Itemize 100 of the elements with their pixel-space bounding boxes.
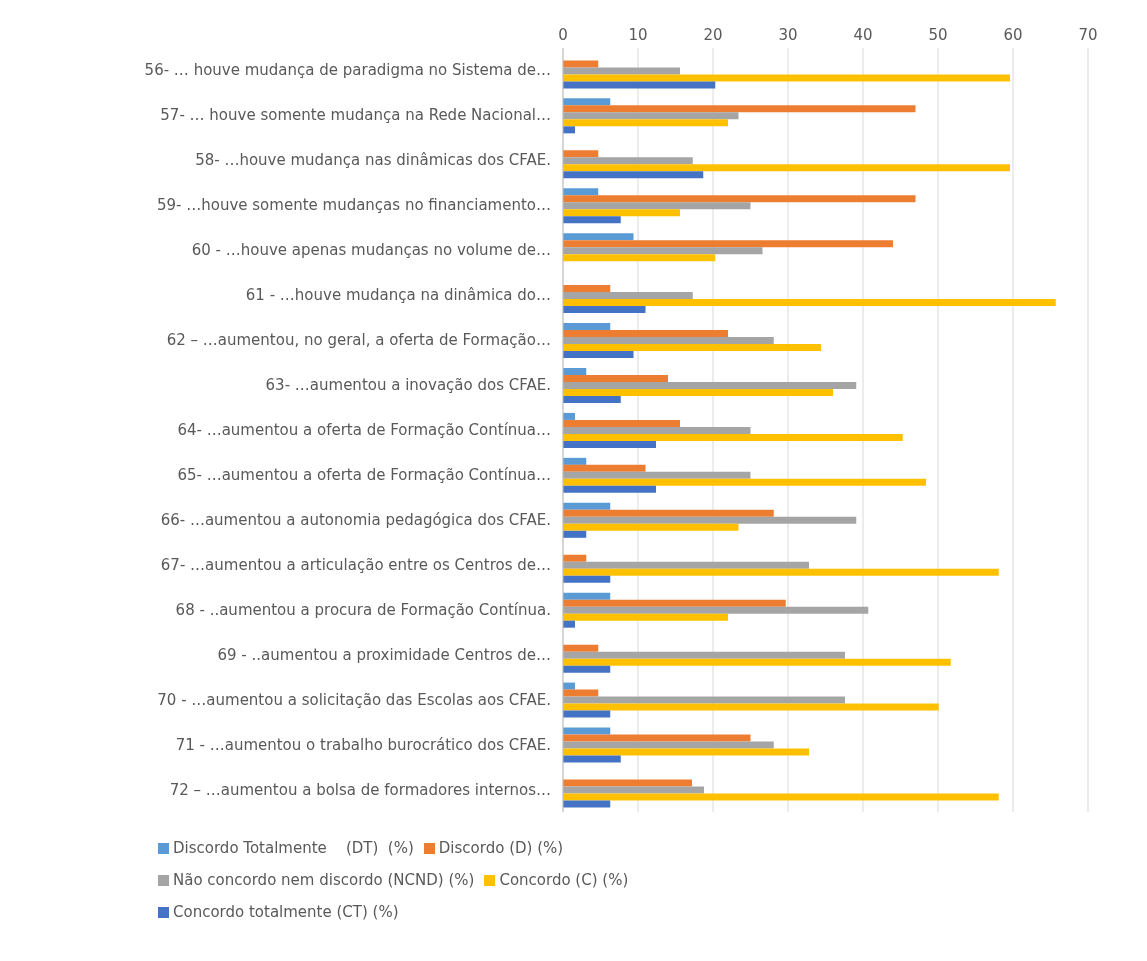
bar [563, 464, 646, 472]
bar [563, 233, 634, 241]
y-tick-label: 56- … houve mudança de paradigma no Sistema de… [144, 61, 551, 80]
bar [563, 247, 763, 255]
legend-label: Concordo (C) (%) [499, 871, 629, 889]
bar [563, 419, 680, 427]
bar [563, 112, 739, 120]
x-tick-label: 50 [928, 26, 948, 44]
bar [563, 306, 646, 314]
x-tick-label: 70 [1078, 26, 1098, 44]
bar [563, 523, 739, 531]
bar [563, 426, 751, 434]
bar [563, 599, 786, 607]
x-tick-label: 20 [703, 26, 723, 44]
bar [563, 457, 587, 465]
legend-label: Discordo Totalmente (DT) (%) [173, 839, 414, 857]
bar [563, 554, 587, 562]
y-tick-label: 68 - ..aumentou a procura de Formação Contínua. [175, 600, 551, 619]
bar [563, 126, 575, 134]
bar [563, 150, 599, 158]
bar [563, 620, 575, 628]
bar [563, 157, 693, 165]
y-tick-label: 64- …aumentou a oferta de Formação Contínua… [177, 421, 551, 439]
bar [563, 292, 693, 300]
bar [563, 779, 692, 787]
bar [563, 81, 716, 89]
bar [563, 374, 668, 382]
y-tick-label: 57- … houve somente mudança na Rede Nacional… [160, 106, 551, 125]
bar [563, 651, 845, 659]
bar [563, 592, 611, 600]
bar [563, 119, 728, 127]
bar [563, 696, 845, 704]
bar [563, 613, 728, 621]
bar [563, 433, 903, 441]
bar [563, 209, 680, 217]
bar [563, 285, 611, 293]
bar [563, 689, 599, 697]
bar [563, 748, 809, 756]
bar [563, 299, 1056, 307]
y-tick-label: 71 - …aumentou o trabalho burocrático dos CFAE. [175, 735, 551, 754]
bar [563, 240, 893, 248]
bar [563, 344, 821, 352]
bar [563, 786, 704, 794]
y-tick-label: 59- …houve somente mudanças no financiamento… [156, 196, 551, 215]
bar [563, 60, 599, 68]
bar [563, 330, 728, 338]
bar [563, 202, 751, 210]
bar [563, 755, 621, 763]
bar [563, 741, 774, 749]
bar [563, 644, 599, 652]
bar [563, 388, 833, 396]
bar [563, 105, 916, 113]
bar [563, 351, 634, 359]
bar [563, 502, 611, 510]
x-tick-label: 10 [628, 26, 648, 44]
bar [563, 188, 599, 196]
y-tick-label: 72 – …aumentou a bolsa de formadores internos… [169, 780, 551, 799]
bar [563, 478, 926, 486]
bar [563, 254, 716, 262]
legend-label: Discordo (D) (%) [438, 839, 564, 857]
bar [563, 734, 751, 742]
bar [563, 195, 916, 203]
bar [563, 800, 611, 808]
bar [563, 561, 809, 569]
bar [563, 171, 704, 179]
y-tick-label: 70 - …aumentou a solicitação das Escolas aos CFAE. [157, 690, 551, 709]
bar [563, 665, 611, 673]
bar [563, 682, 575, 690]
bar [563, 568, 999, 576]
y-tick-label: 63- …aumentou a inovação dos CFAE. [265, 376, 551, 395]
bar [563, 323, 611, 331]
bar [563, 727, 611, 735]
x-tick-label: 0 [558, 26, 568, 44]
bar [563, 74, 1010, 82]
bar [563, 575, 611, 583]
bar [563, 471, 751, 479]
y-tick-label: 61 - …houve mudança na dinâmica do… [245, 286, 551, 305]
y-tick-label: 62 – …aumentou, no geral, a oferta de Formação… [166, 331, 551, 350]
bar [563, 98, 611, 106]
bar [563, 381, 857, 389]
y-tick-label: 69 - ..aumentou a proximidade Centros de… [217, 645, 551, 664]
legend-label: Concordo totalmente (CT) (%) [173, 903, 399, 921]
y-tick-label: 66- …aumentou a autonomia pedagógica dos CFAE. [160, 510, 551, 529]
bar [563, 164, 1010, 172]
bar [563, 440, 656, 448]
bar [563, 509, 774, 517]
y-tick-label: 65- …aumentou a oferta de Formação Contínua… [177, 465, 551, 484]
y-tick-label: 67- …aumentou a articulação entre os Centros de… [160, 555, 551, 574]
bar [563, 412, 575, 420]
bar [563, 395, 621, 403]
bar [563, 658, 951, 666]
bar [563, 703, 939, 711]
bar [563, 67, 680, 75]
bar [563, 530, 587, 538]
bar [563, 216, 621, 224]
legend-label: Não concordo nem discordo (NCND) (%) [173, 871, 475, 889]
bar [563, 710, 611, 718]
y-tick-label: 58- …houve mudança nas dinâmicas dos CFAE. [195, 151, 551, 170]
bar [563, 485, 656, 493]
bar [563, 793, 999, 801]
